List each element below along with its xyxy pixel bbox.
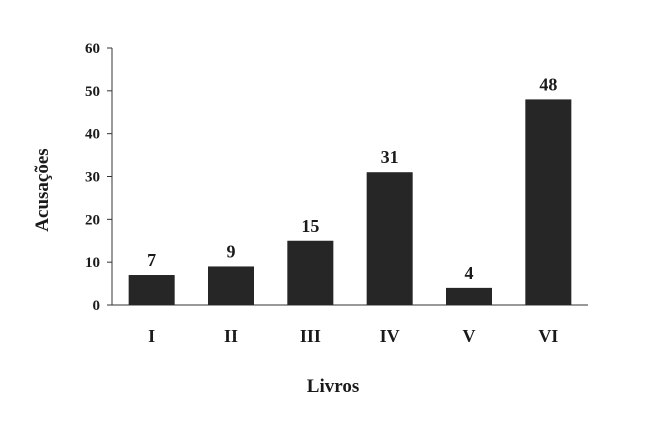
bar-V	[445, 287, 493, 305]
x-axis: I II III IV V VI	[112, 304, 588, 346]
bar-VI	[525, 99, 572, 306]
y-tick-label: 40	[85, 127, 100, 143]
data-label-V: 4	[465, 263, 474, 283]
y-tick-label: 60	[85, 41, 100, 57]
x-tick-label-I: I	[148, 326, 155, 346]
bar-IV	[366, 172, 413, 305]
y-tick-label: 50	[85, 84, 100, 100]
bar-III	[287, 240, 334, 305]
y-tick-label: 10	[85, 255, 100, 271]
data-label-I: 7	[147, 250, 156, 270]
y-tick-label: 20	[85, 212, 100, 228]
data-label-III: 15	[301, 216, 319, 236]
bar-II	[207, 266, 255, 305]
y-axis: 0 10 20 30 40 50 60	[85, 41, 113, 314]
x-tick-label-III: III	[300, 326, 321, 346]
bars	[128, 99, 572, 306]
data-label-II: 9	[227, 241, 236, 261]
x-axis-title: Livros	[307, 376, 359, 397]
data-label-VI: 48	[539, 74, 557, 94]
x-tick-label-V: V	[463, 326, 476, 346]
x-tick-label-II: II	[224, 326, 238, 346]
data-label-IV: 31	[381, 147, 399, 167]
x-tick-label-IV: IV	[380, 326, 400, 346]
y-tick-label: 30	[85, 170, 100, 186]
x-tick-label-VI: VI	[538, 326, 558, 346]
y-tick-label: 0	[93, 298, 101, 314]
y-axis-title: Acusações	[32, 148, 53, 231]
bar-I	[128, 275, 175, 305]
data-labels: 7 9 15 31 4 48	[147, 74, 557, 282]
